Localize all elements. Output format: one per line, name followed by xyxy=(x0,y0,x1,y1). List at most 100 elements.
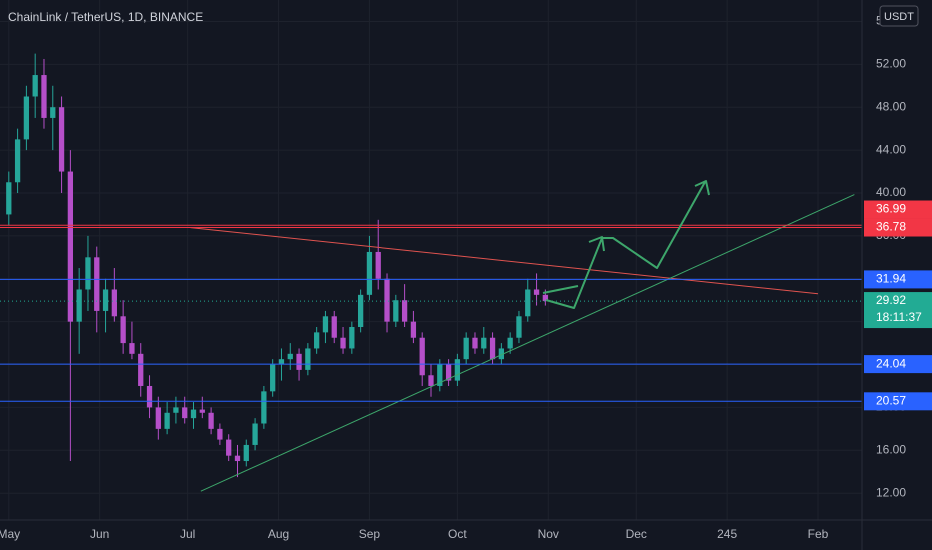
y-tick-label: 16.00 xyxy=(876,442,906,456)
x-tick-label: Jul xyxy=(180,527,195,541)
level-label: 31.94 xyxy=(876,272,906,286)
candle-body xyxy=(357,294,364,328)
x-tick-label: Aug xyxy=(268,527,289,541)
candle-body xyxy=(226,439,232,456)
candle-body xyxy=(463,337,469,360)
candle-body xyxy=(155,407,161,429)
x-tick-label: 245 xyxy=(717,527,737,541)
y-tick-label: 52.00 xyxy=(876,57,906,71)
candle-body xyxy=(533,289,540,295)
candle-body xyxy=(366,251,373,295)
candle-body xyxy=(6,182,12,215)
candle-body xyxy=(516,316,522,338)
candle-body xyxy=(542,294,548,302)
grid xyxy=(0,0,862,520)
candle-body xyxy=(331,316,337,338)
x-tick-label: Sep xyxy=(359,527,381,541)
x-tick-label: Dec xyxy=(626,527,647,541)
level-label: 24.04 xyxy=(876,356,906,370)
candle-body xyxy=(146,385,153,408)
x-tick-label: Nov xyxy=(538,527,559,541)
chart-title: ChainLink / TetherUS, 1D, BINANCE xyxy=(8,10,203,24)
candle-body xyxy=(85,257,91,290)
candle-body xyxy=(384,278,390,322)
candle-body xyxy=(138,353,144,386)
candle-body xyxy=(41,75,47,118)
candle-body xyxy=(393,300,399,322)
candle-body xyxy=(164,412,170,429)
candle-body xyxy=(111,289,117,317)
candle-body xyxy=(287,353,293,360)
candle-body xyxy=(401,300,408,322)
currency: USDT xyxy=(884,11,914,23)
candle-body xyxy=(32,75,38,97)
candle-body xyxy=(454,359,461,381)
candle-body xyxy=(67,171,74,322)
candle-body xyxy=(217,428,223,440)
candle-body xyxy=(243,444,249,462)
level-label-box xyxy=(864,392,932,411)
candle-body xyxy=(305,348,311,370)
plot xyxy=(0,53,862,492)
candle-body xyxy=(252,423,258,445)
last-price-box xyxy=(864,292,932,329)
candle-body xyxy=(129,343,135,354)
candle-body xyxy=(507,337,513,349)
candle-body xyxy=(94,257,100,311)
x-tick-label: Feb xyxy=(808,527,829,541)
candle-body xyxy=(182,407,188,419)
candle-body xyxy=(498,348,505,360)
candle-body xyxy=(50,107,56,118)
axes: 12.0016.0020.0024.0028.0032.0036.0040.00… xyxy=(0,14,932,541)
currency-badge xyxy=(879,5,919,27)
last-price-label: 29.92 xyxy=(876,293,906,307)
candle-body xyxy=(410,321,417,338)
candle-body xyxy=(525,289,531,317)
candle-body xyxy=(437,364,443,386)
candle-body xyxy=(14,139,21,183)
trendline xyxy=(190,227,819,295)
drawn-arrow xyxy=(542,180,710,309)
y-tick-label: 44.00 xyxy=(876,142,906,156)
candle-body xyxy=(58,107,65,172)
countdown-label: 18:11:37 xyxy=(876,310,922,324)
candle-body xyxy=(190,409,197,419)
candle-body xyxy=(375,251,381,279)
x-tick-label: May xyxy=(0,527,20,541)
candle-body xyxy=(296,353,302,370)
level-label: 20.57 xyxy=(876,393,906,407)
candle-body xyxy=(481,337,487,349)
level-label: 36.99 xyxy=(876,202,906,216)
candle-body xyxy=(102,289,109,311)
candle-body xyxy=(270,364,276,392)
candle-body xyxy=(322,316,329,333)
level-label-box xyxy=(864,270,932,289)
level-label: 36.78 xyxy=(876,220,906,234)
candle-body xyxy=(173,407,179,413)
candle-body xyxy=(234,455,241,462)
candle-body xyxy=(199,409,205,413)
candle-body xyxy=(314,332,320,349)
candle-body xyxy=(278,359,285,365)
y-tick-label: 40.00 xyxy=(876,185,906,199)
candle-body xyxy=(208,412,214,429)
candle-body xyxy=(76,289,82,322)
level-label-box xyxy=(864,200,932,219)
candle-body xyxy=(261,391,267,424)
candle-body xyxy=(340,337,346,349)
x-tick-label: Oct xyxy=(448,527,467,541)
level-label-box xyxy=(864,218,932,237)
trendline xyxy=(200,194,855,492)
x-tick-label: Jun xyxy=(90,527,109,541)
candle-body xyxy=(472,337,478,349)
level-label-box xyxy=(864,355,932,374)
candle-body xyxy=(23,96,30,140)
candle-body xyxy=(349,327,355,349)
candle-body xyxy=(428,375,434,386)
y-tick-label: 48.00 xyxy=(876,99,906,113)
candle-body xyxy=(120,316,126,344)
candle-body xyxy=(419,337,425,376)
